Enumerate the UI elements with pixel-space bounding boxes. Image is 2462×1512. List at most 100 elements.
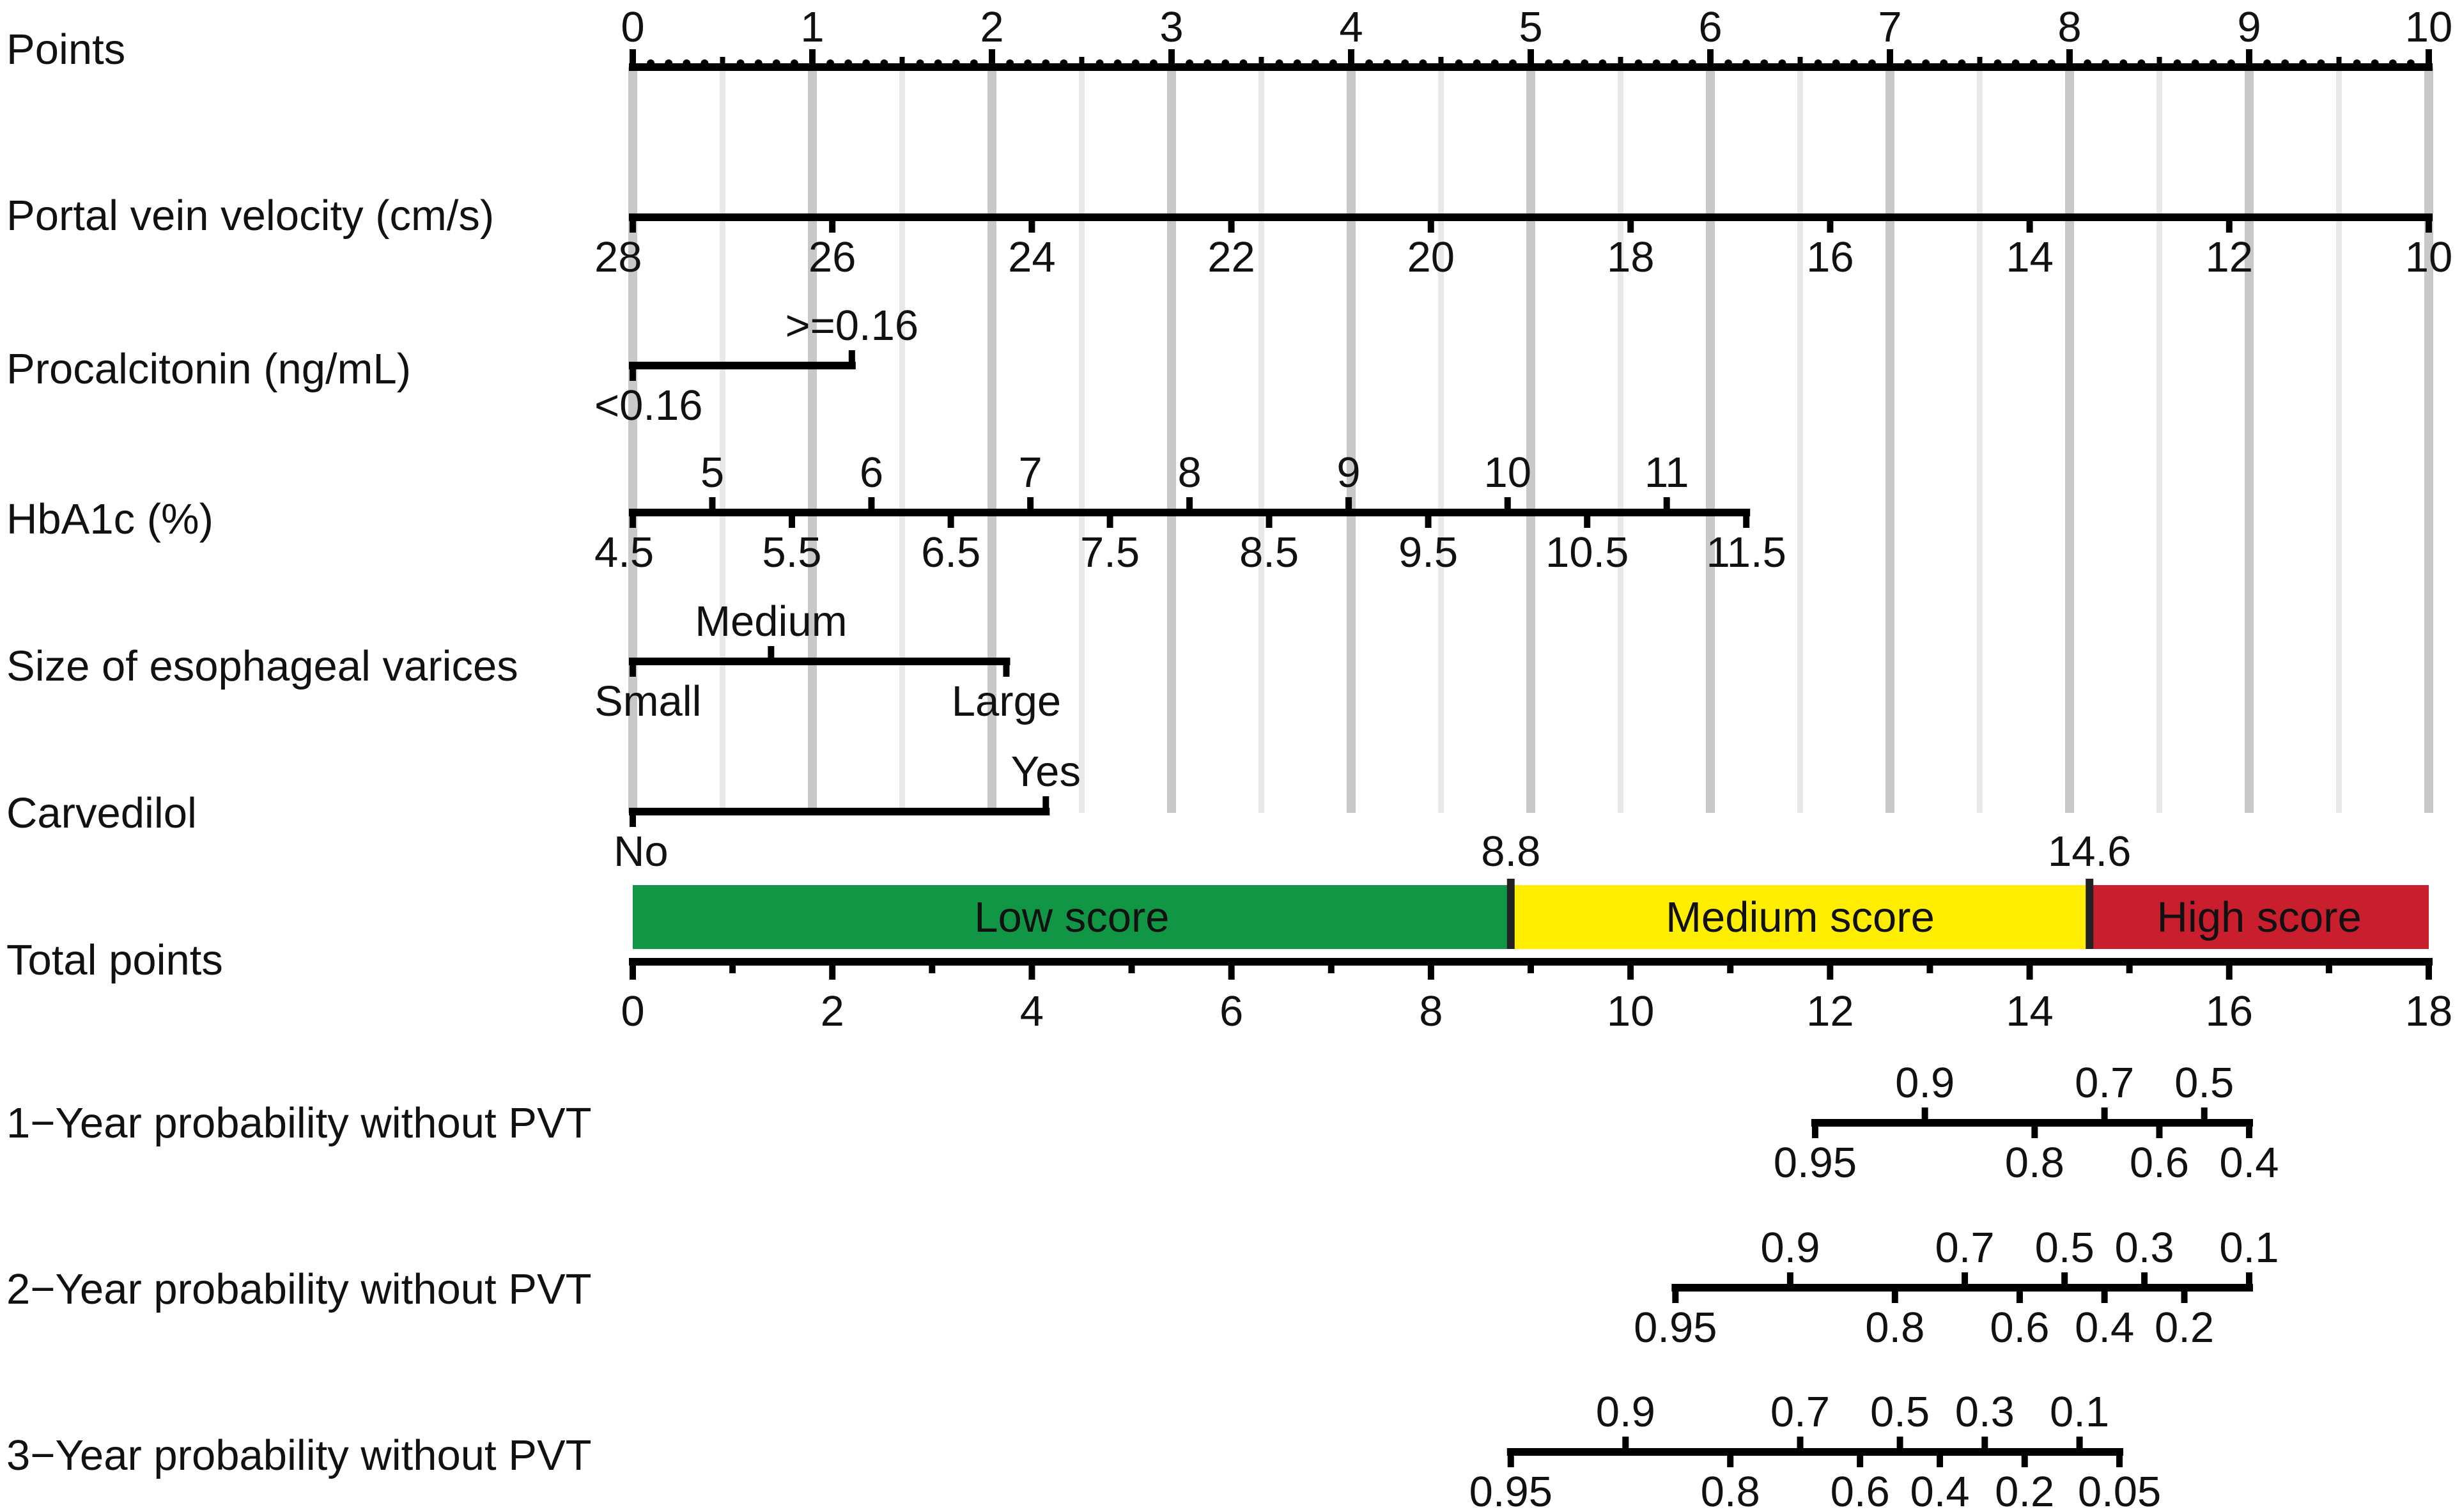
- score-band-3: [2089, 885, 2429, 949]
- points-minor-tick: [1958, 59, 1966, 67]
- points-minor-tick: [1149, 59, 1157, 67]
- variable-3-tick-label: 8.5: [1239, 528, 1299, 576]
- probability-scale-2-tick-label: 0.2: [2155, 1304, 2214, 1352]
- points-minor-tick: [736, 59, 745, 67]
- probability-scale-3-tick-label: 0.8: [1701, 1468, 1760, 1512]
- points-minor-tick: [1545, 59, 1553, 67]
- probability-scale-2-tick-label: 0.3: [2115, 1224, 2174, 1272]
- points-tick-label: 9: [2237, 3, 2261, 51]
- points-minor-tick: [2388, 59, 2397, 67]
- points-tick-label: 4: [1339, 3, 1363, 51]
- total-tick-label: 18: [2405, 987, 2453, 1035]
- probability-scale-1-label: 1−Year probability without PVT: [6, 1099, 592, 1147]
- variable-3-tick-label: 6: [860, 449, 883, 497]
- probability-scale-3-tick-label: 0.9: [1596, 1388, 1655, 1436]
- variable-1-tick-label: 10: [2405, 233, 2453, 281]
- points-minor-tick: [1204, 59, 1212, 67]
- row-label-points: Points: [6, 26, 125, 73]
- points-minor-tick: [2281, 59, 2289, 67]
- points-minor-tick: [1634, 59, 1643, 67]
- points-minor-tick: [1383, 59, 1391, 67]
- points-minor-tick: [1473, 59, 1481, 67]
- points-minor-tick: [2137, 59, 2146, 67]
- probability-scale-3-tick-label: 0.1: [2050, 1388, 2109, 1436]
- cutoff-label-2: 14.6: [2048, 828, 2131, 876]
- probability-scale-2-tick-label: 0.95: [1634, 1304, 1717, 1352]
- points-minor-tick: [2119, 59, 2128, 67]
- variable-1-tick-label: 12: [2206, 233, 2254, 281]
- total-tick-label: 2: [821, 987, 844, 1035]
- total-tick-label: 8: [1419, 987, 1443, 1035]
- variable-3-label: HbA1c (%): [6, 495, 213, 543]
- probability-scale-3-tick-label: 0.4: [1910, 1468, 1969, 1512]
- points-tick-label: 6: [1698, 3, 1722, 51]
- points-tick-label: 8: [2057, 3, 2081, 51]
- points-minor-tick: [1239, 59, 1248, 67]
- variable-1-tick-label: 28: [594, 233, 642, 281]
- probability-scale-3-tick-label: 0.7: [1770, 1388, 1830, 1436]
- probability-scale-3-tick-label: 0.05: [2078, 1468, 2161, 1512]
- points-minor-tick: [826, 59, 835, 67]
- points-grid: [628, 67, 2433, 813]
- probability-scale-3-tick-label: 0.5: [1870, 1388, 1930, 1436]
- points-minor-tick: [1760, 59, 1769, 67]
- points-minor-tick: [790, 59, 798, 67]
- points-minor-tick: [1186, 59, 1194, 67]
- points-minor-tick: [1311, 59, 1319, 67]
- score-band-label-2: Medium score: [1666, 893, 1935, 941]
- cutoff-label-1: 8.8: [1481, 828, 1540, 876]
- total-tick-label: 6: [1219, 987, 1243, 1035]
- score-band-2: [1510, 885, 2090, 949]
- points-minor-tick: [2406, 59, 2415, 67]
- points-minor-tick: [1814, 59, 1822, 67]
- total-tick-label: 4: [1020, 987, 1044, 1035]
- variable-4-tick-label: Small: [594, 677, 702, 725]
- points-minor-tick: [1581, 59, 1589, 67]
- points-minor-tick: [2011, 59, 2020, 67]
- probability-scale-1-tick-label: 0.9: [1895, 1059, 1955, 1107]
- points-minor-tick: [2047, 59, 2056, 67]
- points-minor-tick: [1419, 59, 1427, 67]
- points-minor-tick: [2317, 59, 2325, 67]
- variable-3-tick-label: 9.5: [1398, 528, 1458, 576]
- total-tick-label: 10: [1607, 987, 1655, 1035]
- variable-3-tick-label: 5.5: [762, 528, 821, 576]
- points-tick-label: 1: [800, 3, 824, 51]
- points-minor-tick: [1024, 59, 1032, 67]
- points-minor-tick: [1940, 59, 1948, 67]
- variable-1-tick-label: 14: [2006, 233, 2054, 281]
- points-tick-label: 0: [621, 3, 644, 51]
- variable-5-tick-label: No: [614, 828, 669, 876]
- probability-scale-2-tick-label: 0.8: [1865, 1304, 1924, 1352]
- variable-1-tick-label: 18: [1607, 233, 1655, 281]
- points-minor-tick: [1508, 59, 1517, 67]
- points-minor-tick: [2263, 59, 2272, 67]
- points-minor-tick: [1365, 59, 1374, 67]
- points-minor-tick: [970, 59, 978, 67]
- variable-1-label: Portal vein velocity (cm/s): [6, 192, 494, 240]
- variable-4-label: Size of esophageal varices: [6, 642, 518, 690]
- points-minor-tick: [1293, 59, 1301, 67]
- variable-3-tick-label: 4.5: [594, 528, 654, 576]
- probability-scale-2-tick-label: 0.7: [1935, 1224, 1995, 1272]
- points-minor-tick: [1490, 59, 1499, 67]
- probability-scale-2-tick-label: 0.6: [1990, 1304, 2049, 1352]
- points-minor-tick: [1006, 59, 1014, 67]
- probability-scale-2-tick-label: 0.5: [2035, 1224, 2094, 1272]
- probability-scale-1-tick-label: 0.7: [2075, 1059, 2134, 1107]
- points-minor-tick: [1670, 59, 1678, 67]
- points-minor-tick: [916, 59, 924, 67]
- total-tick-label: 0: [621, 987, 644, 1035]
- probability-scale-3-tick-label: 0.3: [1955, 1388, 2015, 1436]
- variable-5-tick-label: Yes: [1011, 748, 1081, 796]
- points-minor-tick: [844, 59, 853, 67]
- variable-2-tick-label: <0.16: [594, 382, 703, 429]
- variable-3-tick-label: 11.5: [1706, 528, 1786, 576]
- probability-scale-1-tick-label: 0.5: [2174, 1059, 2234, 1107]
- points-minor-tick: [1221, 59, 1230, 67]
- points-minor-tick: [2353, 59, 2361, 67]
- variable-3-tick-label: 7.5: [1080, 528, 1140, 576]
- probability-scale-1-tick-label: 0.8: [2005, 1139, 2064, 1187]
- points-minor-tick: [862, 59, 871, 67]
